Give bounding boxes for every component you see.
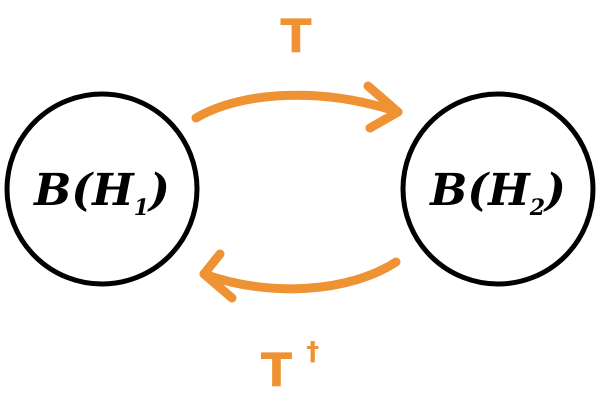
arrow-forward-head — [363, 81, 403, 133]
node-b-h1: B(H1) — [4, 91, 200, 287]
arrow-backward: T † — [199, 249, 401, 397]
node-b-h1-circle — [4, 91, 200, 287]
arrow-forward-label: T — [280, 9, 312, 63]
node-b-h2-circle — [400, 91, 596, 287]
arrow-forward-shaft — [191, 90, 403, 123]
arrow-backward-shaft — [199, 257, 401, 294]
node-b-h2: B(H2) — [400, 91, 596, 287]
arrow-forward: T — [191, 9, 403, 133]
arrow-backward-head — [199, 249, 237, 303]
node-b-h1-label: B(H1) — [32, 165, 170, 221]
node-b-h2-label: B(H2) — [428, 165, 566, 221]
arrow-backward-label: T † — [261, 337, 319, 397]
